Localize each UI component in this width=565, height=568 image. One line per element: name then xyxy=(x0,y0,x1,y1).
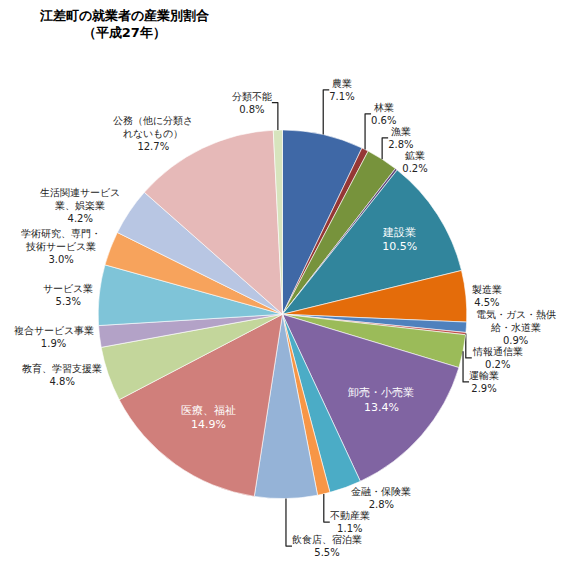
svg-text:情報通信業0.2%: 情報通信業0.2% xyxy=(472,346,523,370)
svg-text:鉱業0.2%: 鉱業0.2% xyxy=(402,150,427,174)
svg-text:公務（他に分類されないもの）12.7%: 公務（他に分類されないもの）12.7% xyxy=(113,115,193,152)
svg-text:サービス業5.3%: サービス業5.3% xyxy=(43,283,93,307)
svg-text:漁業2.8%: 漁業2.8% xyxy=(388,126,413,150)
svg-text:学術研究、専門・技術サービス業3.0%: 学術研究、専門・技術サービス業3.0% xyxy=(21,228,101,265)
svg-text:金融・保険業2.8%: 金融・保険業2.8% xyxy=(351,486,411,510)
svg-text:教育、学習支援業4.8%: 教育、学習支援業4.8% xyxy=(22,363,102,387)
svg-text:運輸業2.9%: 運輸業2.9% xyxy=(469,370,499,394)
svg-text:製造業4.5%: 製造業4.5% xyxy=(472,284,502,308)
svg-text:不動産業1.1%: 不動産業1.1% xyxy=(330,510,370,534)
svg-text:分類不能0.8%: 分類不能0.8% xyxy=(232,91,272,115)
svg-text:江差町の就業者の産業別割合（平成27年）: 江差町の就業者の産業別割合（平成27年） xyxy=(39,8,209,40)
svg-text:飲食店、宿泊業5.5%: 飲食店、宿泊業5.5% xyxy=(292,534,362,558)
svg-text:林業0.6%: 林業0.6% xyxy=(371,102,396,126)
svg-text:複合サービス事業1.9%: 複合サービス事業1.9% xyxy=(14,325,94,349)
svg-text:農業7.1%: 農業7.1% xyxy=(329,78,354,102)
svg-text:電気・ガス・熱供給・水道業0.9%: 電気・ガス・熱供給・水道業0.9% xyxy=(476,309,556,346)
svg-text:生活関連サービス業、娯楽業4.2%: 生活関連サービス業、娯楽業4.2% xyxy=(40,187,120,224)
svg-text:医療、福祉14.9%: 医療、福祉14.9% xyxy=(181,404,236,431)
svg-text:建設業10.5%: 建設業10.5% xyxy=(382,226,417,253)
svg-text:卸売・小売業13.4%: 卸売・小売業13.4% xyxy=(348,386,414,413)
